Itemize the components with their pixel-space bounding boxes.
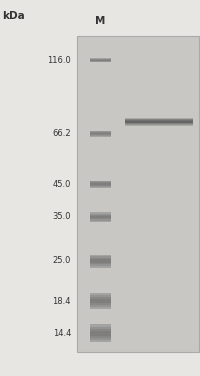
Bar: [90, 338, 111, 340]
Text: 116.0: 116.0: [47, 56, 71, 65]
Bar: [90, 183, 111, 184]
Bar: [90, 329, 111, 331]
Bar: [90, 258, 111, 259]
Bar: [90, 256, 111, 258]
Bar: [125, 121, 193, 122]
Bar: [90, 301, 111, 303]
Bar: [90, 180, 111, 182]
Bar: [90, 261, 111, 263]
Bar: [90, 336, 111, 338]
Bar: [125, 124, 193, 125]
Bar: [125, 120, 193, 121]
Bar: [90, 185, 111, 186]
Text: 18.4: 18.4: [52, 297, 71, 306]
Bar: [90, 327, 111, 329]
Bar: [90, 184, 111, 185]
Bar: [90, 296, 111, 297]
Bar: [90, 334, 111, 336]
Bar: [125, 125, 193, 126]
Bar: [125, 119, 193, 120]
Bar: [90, 60, 111, 61]
Bar: [90, 59, 111, 60]
Bar: [90, 219, 111, 221]
Bar: [90, 133, 111, 134]
Bar: [90, 216, 111, 217]
Text: 66.2: 66.2: [52, 129, 71, 138]
Bar: [90, 132, 111, 133]
Bar: [90, 58, 111, 59]
Bar: [90, 187, 111, 188]
Bar: [90, 340, 111, 343]
Text: M: M: [95, 16, 105, 26]
Bar: [90, 214, 111, 215]
Bar: [90, 61, 111, 62]
Bar: [90, 212, 111, 214]
Bar: [125, 122, 193, 123]
Bar: [90, 264, 111, 266]
Bar: [90, 217, 111, 218]
Bar: [125, 118, 193, 119]
Bar: [90, 182, 111, 183]
Bar: [90, 131, 111, 132]
Bar: [90, 297, 111, 299]
Text: 25.0: 25.0: [53, 256, 71, 265]
Bar: [90, 324, 111, 327]
Bar: [90, 307, 111, 309]
Text: kDa: kDa: [2, 11, 25, 21]
Bar: [90, 299, 111, 301]
Bar: [90, 255, 111, 256]
Bar: [90, 215, 111, 216]
Bar: [90, 293, 111, 296]
Bar: [90, 266, 111, 268]
Text: 35.0: 35.0: [52, 212, 71, 221]
Bar: [77, 36, 199, 352]
Bar: [90, 221, 111, 222]
Bar: [90, 218, 111, 219]
Bar: [125, 123, 193, 124]
Bar: [90, 331, 111, 334]
Text: 14.4: 14.4: [53, 329, 71, 338]
Bar: [90, 135, 111, 136]
Bar: [90, 186, 111, 187]
Bar: [90, 134, 111, 135]
Bar: [90, 259, 111, 261]
Bar: [90, 305, 111, 307]
Text: 45.0: 45.0: [53, 180, 71, 189]
Bar: [90, 263, 111, 264]
Bar: [90, 303, 111, 305]
